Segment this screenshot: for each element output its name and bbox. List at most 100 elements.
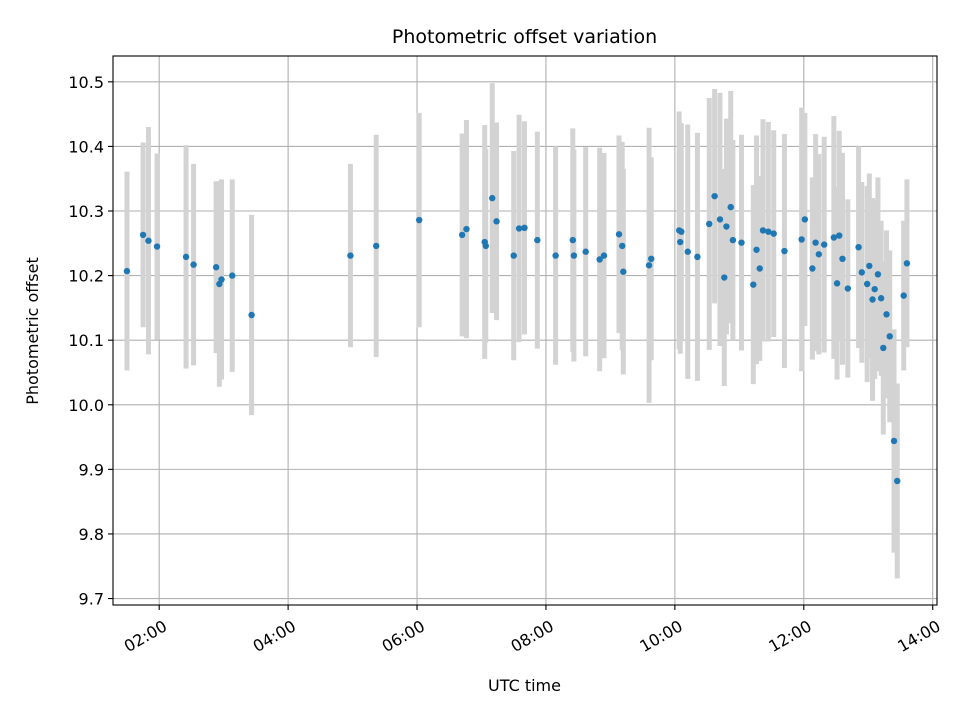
data-point [869, 296, 876, 303]
y-tick-label: 9.7 [79, 590, 104, 609]
data-point [123, 267, 131, 275]
data-point [753, 246, 760, 253]
x-tick-label: 06:00 [379, 616, 428, 656]
data-point [815, 251, 823, 258]
data-point [890, 437, 898, 445]
data-point [836, 232, 843, 239]
data-point [620, 268, 627, 275]
data-point [190, 261, 197, 268]
data-point [515, 225, 523, 232]
data-point [871, 285, 878, 293]
data-point [863, 280, 871, 288]
data-point [534, 236, 541, 244]
data-point [798, 236, 805, 243]
data-point [723, 223, 730, 230]
data-point [877, 295, 885, 302]
data-point [582, 248, 589, 255]
data-point [706, 220, 713, 228]
data-point [694, 253, 701, 261]
data-point [809, 265, 816, 272]
y-tick-label: 10.5 [68, 73, 104, 92]
data-point [569, 236, 577, 244]
data-point [727, 203, 734, 211]
data-point [833, 280, 841, 287]
y-tick-label: 10.2 [68, 267, 104, 286]
y-tick-label: 9.9 [79, 460, 104, 479]
data-point [721, 274, 728, 281]
x-axis-label: UTC time [488, 676, 561, 695]
data-point [716, 216, 724, 223]
error-bars [124, 83, 910, 579]
data-point [463, 225, 470, 233]
data-point [855, 243, 862, 251]
x-tick-label: 02:00 [121, 616, 170, 656]
data-point [458, 231, 466, 239]
y-axis-label: Photometric offset [23, 257, 42, 405]
data-point [619, 242, 626, 250]
data-point [415, 216, 423, 224]
data-point [903, 260, 911, 267]
data-point [248, 311, 255, 319]
data-point [600, 252, 608, 259]
y-tick-label: 10.0 [68, 396, 104, 415]
data-point [900, 292, 907, 299]
data-point [596, 256, 603, 263]
y-axis-ticks: 9.7 9.8 9.9 10.0 10.1 10.2 10.3 10.4 10.5 [68, 73, 113, 609]
data-point [801, 216, 809, 223]
data-point [684, 248, 691, 255]
data-point [145, 237, 152, 244]
data-point [677, 238, 684, 246]
data-point [552, 252, 559, 259]
data-point [373, 242, 380, 250]
chart-title: Photometric offset variation [392, 26, 657, 48]
data-point [678, 228, 685, 235]
x-axis-ticks: 02:00 04:00 06:00 08:00 10:00 12:00 14:00 [121, 605, 944, 656]
data-point [830, 234, 838, 241]
data-point [820, 241, 828, 248]
x-tick-label: 08:00 [508, 616, 557, 656]
data-point [765, 228, 772, 235]
x-tick-label: 04:00 [250, 616, 299, 656]
data-point [729, 236, 737, 244]
data-point [212, 264, 220, 271]
data-point [844, 285, 852, 292]
data-point [229, 272, 236, 279]
data-point [812, 239, 819, 246]
data-point [493, 218, 500, 225]
x-tick-label: 14:00 [894, 616, 943, 656]
data-point [218, 276, 225, 283]
data-point [648, 255, 655, 263]
data-point [482, 242, 489, 250]
data-point [866, 262, 873, 270]
data-point [139, 231, 147, 239]
data-point [874, 271, 882, 278]
data-point [738, 239, 745, 246]
data-point [489, 194, 496, 202]
data-point [858, 269, 865, 276]
data-point [883, 311, 890, 318]
y-tick-label: 10.1 [68, 331, 104, 350]
y-tick-label: 9.8 [79, 525, 104, 544]
data-point [750, 281, 757, 288]
data-point [510, 252, 517, 259]
data-point [521, 224, 528, 232]
data-point [880, 344, 887, 352]
data-point [839, 255, 846, 263]
data-point [645, 262, 653, 269]
data-point [711, 192, 718, 200]
y-tick-label: 10.3 [68, 202, 104, 221]
plot-frame [112, 55, 938, 606]
data-point [770, 230, 777, 237]
data-point [347, 252, 354, 259]
x-tick-label: 10:00 [636, 616, 685, 656]
y-tick-label: 10.4 [68, 137, 104, 156]
x-tick-label: 12:00 [765, 616, 814, 656]
data-point [570, 252, 578, 259]
data-point [153, 243, 161, 250]
data-point [759, 227, 767, 234]
data-points [123, 192, 911, 485]
data-point [781, 247, 788, 255]
data-point [615, 231, 623, 238]
data-point [182, 253, 190, 261]
